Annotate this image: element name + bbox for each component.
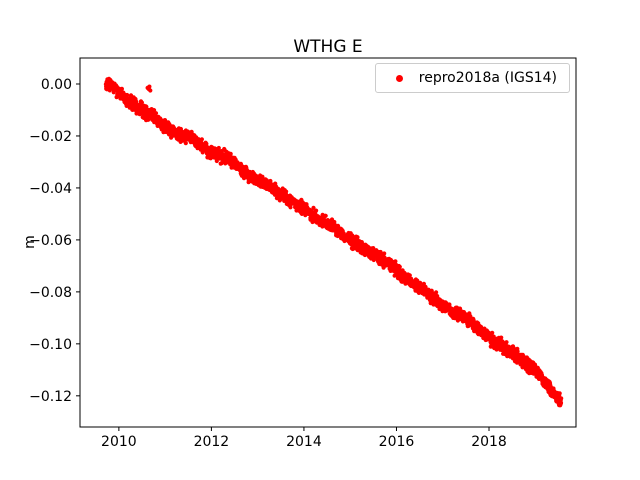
x-tick-label: 2018: [471, 434, 507, 450]
data-point: [407, 273, 412, 278]
data-point: [393, 259, 398, 264]
data-point: [314, 208, 319, 213]
data-point: [397, 264, 402, 269]
data-point: [183, 141, 188, 146]
y-tick-label: −0.12: [29, 389, 72, 405]
x-tick-label: 2014: [286, 434, 322, 450]
axes-spines: [79, 57, 577, 428]
data-point: [119, 86, 124, 91]
data-point: [204, 141, 209, 146]
data-point: [146, 117, 151, 122]
outlier-point: [148, 88, 153, 93]
data-point: [559, 396, 564, 401]
data-point: [199, 137, 204, 142]
y-tick-label: −0.10: [29, 337, 72, 353]
y-tick-label: −0.04: [29, 181, 72, 197]
x-tick-label: 2010: [101, 434, 137, 450]
y-tick-label: −0.06: [29, 233, 72, 249]
data-point: [153, 111, 159, 116]
data-point: [139, 100, 144, 105]
y-tick-label: −0.02: [29, 129, 72, 145]
data-point: [323, 213, 328, 218]
data-point: [558, 400, 564, 405]
data-point: [434, 290, 439, 295]
data-point: [557, 391, 562, 396]
data-point: [311, 205, 316, 210]
y-tick-label: −0.08: [29, 285, 72, 301]
x-tick-label: 2016: [379, 434, 415, 450]
y-axis-label: m: [22, 235, 38, 249]
data-point: [152, 108, 157, 113]
data-point: [355, 235, 360, 240]
scatter-series: [103, 76, 564, 408]
data-point: [457, 306, 463, 311]
data-point: [504, 340, 509, 345]
data-point: [499, 335, 504, 340]
legend-label: repro2018a (IGS14): [418, 70, 557, 86]
legend: repro2018a (IGS14): [374, 63, 570, 93]
legend-marker-dot: [395, 74, 403, 82]
x-tick-label: 2012: [194, 434, 230, 450]
data-point: [490, 330, 495, 335]
data-point: [371, 257, 376, 263]
data-point: [107, 88, 112, 93]
data-point: [216, 145, 221, 151]
y-tick-label: 0.00: [41, 77, 72, 93]
chart-title: WTHG E: [293, 37, 363, 57]
outlier-point: [147, 84, 152, 89]
data-point: [125, 92, 130, 98]
data-point: [228, 151, 233, 156]
data-point: [382, 251, 387, 256]
data-point: [284, 189, 289, 194]
